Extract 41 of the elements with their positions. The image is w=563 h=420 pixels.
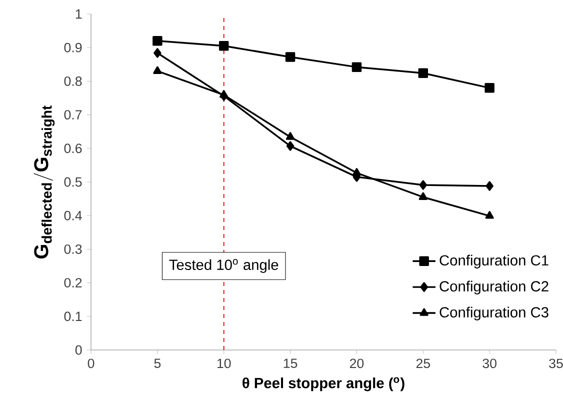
- point: [418, 192, 428, 200]
- point: [484, 83, 494, 93]
- y-tick-label: 0.1: [64, 312, 82, 322]
- y-axis-title: $\mathbf{G_{deflected}/G_{straight}}$: [34, 106, 55, 258]
- y-tick-label: 0.3: [64, 244, 82, 254]
- point: [352, 62, 362, 72]
- ref-line-label: Tested 10$^{o}$ angle: [169, 259, 278, 273]
- point: [286, 141, 294, 151]
- y-tick-label: 0.7: [64, 110, 82, 120]
- point: [485, 211, 494, 219]
- legend-label: Configuration C2: [440, 280, 548, 294]
- y-tick-label: 0.2: [64, 278, 82, 288]
- legend-label: Configuration C1: [440, 254, 548, 268]
- point: [486, 181, 494, 191]
- point: [218, 41, 229, 51]
- x-axis-title: θ Peel stopper angle ($^{o}$): [242, 377, 404, 392]
- point: [352, 168, 362, 176]
- y-tick-label: 0.8: [64, 76, 82, 86]
- y-tick-label: 0.5: [64, 177, 82, 187]
- x-tick-label: 35: [549, 358, 563, 368]
- x-tick-label: 5: [154, 358, 161, 368]
- y-tick-label: 1: [76, 9, 82, 19]
- point: [152, 36, 162, 46]
- point: [220, 90, 228, 98]
- x-tick-label: 25: [416, 358, 430, 368]
- y-tick-label: 0: [75, 345, 82, 355]
- point: [419, 180, 428, 190]
- legend-label: Configuration C3: [440, 306, 548, 320]
- x-tick-label: 10: [217, 358, 231, 368]
- y-tick-label: 0.9: [64, 42, 82, 52]
- point: [286, 132, 295, 140]
- y-tick-label: 0.4: [64, 210, 82, 220]
- point: [153, 66, 162, 74]
- point: [418, 68, 428, 78]
- point: [285, 52, 296, 62]
- x-tick-label: 15: [284, 358, 298, 368]
- y-tick-label: 0.6: [64, 144, 82, 154]
- point: [154, 48, 162, 58]
- x-tick-label: 20: [350, 358, 364, 368]
- x-tick-label: 30: [482, 358, 496, 368]
- x-tick-label: 0: [88, 358, 94, 368]
